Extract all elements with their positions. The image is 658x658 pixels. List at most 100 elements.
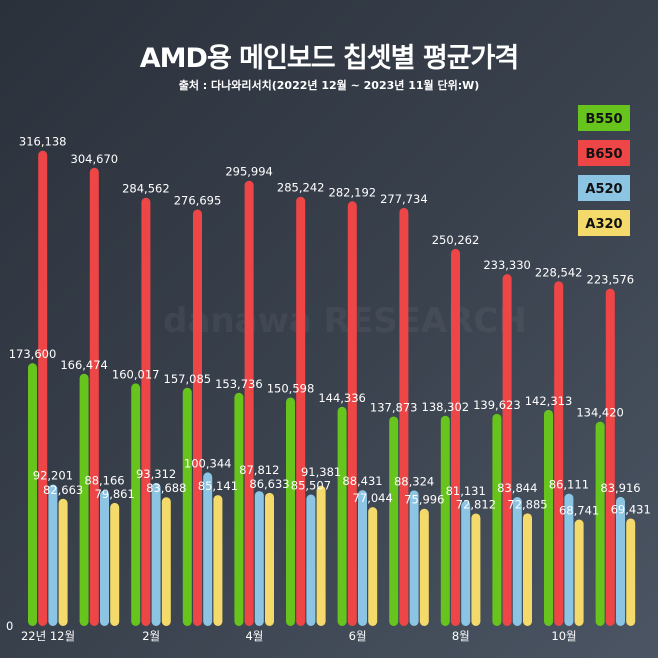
chart-subtitle: 출처 : 다나와리서치(2022년 12월 ~ 2023년 11월 단위:W) xyxy=(178,79,480,92)
data-label-a320: 82,663 xyxy=(43,483,83,497)
bar-a520 xyxy=(151,482,161,626)
data-label-a320: 91,381 xyxy=(301,465,341,479)
bar-b550 xyxy=(337,406,347,626)
bar-b550 xyxy=(286,397,295,626)
legend-swatch-b550 xyxy=(578,105,630,131)
x-tick-label: 8월 xyxy=(452,629,470,643)
bar-a320 xyxy=(316,485,326,626)
data-label-b550: 150,598 xyxy=(267,381,315,395)
data-label-a520: 88,431 xyxy=(342,474,382,488)
bar-a520 xyxy=(616,496,625,626)
y-zero-label: 0 xyxy=(6,619,13,633)
data-label-b550: 153,736 xyxy=(215,377,263,391)
data-label-b650: 304,670 xyxy=(71,152,119,166)
bar-a320 xyxy=(574,519,584,626)
data-label-a320: 85,141 xyxy=(198,479,238,493)
data-label-a320: 75,996 xyxy=(404,493,444,507)
data-label-a320: 83,688 xyxy=(146,481,186,495)
bar-b550 xyxy=(28,363,37,626)
data-label-a520: 81,131 xyxy=(446,484,486,498)
data-label-b550: 139,623 xyxy=(473,398,521,412)
bar-b550 xyxy=(79,373,89,626)
bar-a320 xyxy=(471,513,481,626)
bar-a320 xyxy=(523,513,532,626)
data-label-b550: 173,600 xyxy=(9,347,57,361)
x-tick-label: 10월 xyxy=(551,629,576,643)
data-label-b650: 233,330 xyxy=(483,258,531,272)
data-label-a520: 93,312 xyxy=(136,467,176,481)
data-label-a520: 83,844 xyxy=(497,481,537,495)
bar-a320 xyxy=(161,497,171,626)
bar-a320 xyxy=(419,508,429,626)
bar-b650 xyxy=(38,150,48,626)
data-label-a520: 88,166 xyxy=(84,474,124,488)
bar-b550 xyxy=(595,421,605,626)
bar-b650 xyxy=(554,281,564,626)
data-label-a320: 69,431 xyxy=(611,502,651,516)
bar-a320 xyxy=(58,498,68,626)
legend-label-b550: B550 xyxy=(585,112,622,127)
chart-title: AMD용 메인보드 칩셋별 평균가격 xyxy=(139,43,519,74)
bar-a320 xyxy=(265,492,274,626)
data-label-a520: 88,324 xyxy=(394,474,434,488)
data-label-a520: 87,812 xyxy=(239,463,279,477)
data-label-a320: 72,885 xyxy=(507,497,547,511)
bar-b550 xyxy=(492,413,502,626)
bar-a520 xyxy=(254,491,264,626)
data-label-b650: 282,192 xyxy=(329,185,377,199)
bar-b550 xyxy=(131,383,141,626)
data-label-a320: 79,861 xyxy=(95,487,135,501)
bar-a320 xyxy=(368,507,378,626)
data-label-b550: 144,336 xyxy=(318,391,366,405)
bar-a520 xyxy=(203,472,213,626)
bar-a520 xyxy=(48,484,58,626)
legend-label-b650: B650 xyxy=(585,147,622,162)
data-label-a320: 68,741 xyxy=(559,504,599,518)
data-label-b550: 137,873 xyxy=(370,400,418,414)
data-label-b650: 250,262 xyxy=(432,233,480,247)
bar-a320 xyxy=(110,502,120,626)
bar-a520 xyxy=(358,490,367,626)
data-label-a520: 92,201 xyxy=(33,469,73,483)
data-label-b550: 134,420 xyxy=(576,406,624,420)
legend-label-a520: A520 xyxy=(585,182,622,197)
bar-a520 xyxy=(409,490,419,626)
data-label-b550: 166,474 xyxy=(60,358,108,372)
bar-b650 xyxy=(141,197,151,626)
bar-a520 xyxy=(306,494,316,626)
bar-a520 xyxy=(461,501,471,626)
data-label-b550: 160,017 xyxy=(112,367,160,381)
x-tick-label: 22년 12월 xyxy=(21,629,75,643)
legend-swatch-b650 xyxy=(578,140,630,166)
data-label-b550: 142,313 xyxy=(525,394,573,408)
bar-b550 xyxy=(234,392,244,626)
data-label-a520: 85,507 xyxy=(291,479,331,493)
x-tick-label: 6월 xyxy=(349,629,367,643)
bar-a520 xyxy=(564,493,574,626)
bar-a320 xyxy=(213,495,223,626)
x-tick-label: 4월 xyxy=(245,629,263,643)
data-label-b650: 223,576 xyxy=(587,273,635,287)
bar-b650 xyxy=(605,288,615,626)
bar-b550 xyxy=(440,415,450,626)
bar-b650 xyxy=(296,196,306,626)
bar-b550 xyxy=(544,409,553,626)
bar-b550 xyxy=(389,416,399,626)
data-label-b650: 284,562 xyxy=(122,182,170,196)
legend-swatch-a320 xyxy=(578,210,630,236)
bar-b650 xyxy=(502,274,512,626)
bar-b650 xyxy=(399,207,409,626)
bar-b650 xyxy=(89,167,99,627)
bar-b650 xyxy=(451,248,460,626)
x-tick-label: 2월 xyxy=(142,629,160,643)
data-label-b550: 138,302 xyxy=(422,400,470,414)
watermark: danawa RESEARCH xyxy=(163,301,527,341)
bar-b550 xyxy=(182,387,192,626)
bar-a320 xyxy=(626,518,636,626)
legend-swatch-a520 xyxy=(578,175,630,201)
bar-b650 xyxy=(244,180,254,626)
data-label-b650: 276,695 xyxy=(174,193,222,207)
data-label-b650: 295,994 xyxy=(225,165,273,179)
data-label-b650: 277,734 xyxy=(380,192,428,206)
